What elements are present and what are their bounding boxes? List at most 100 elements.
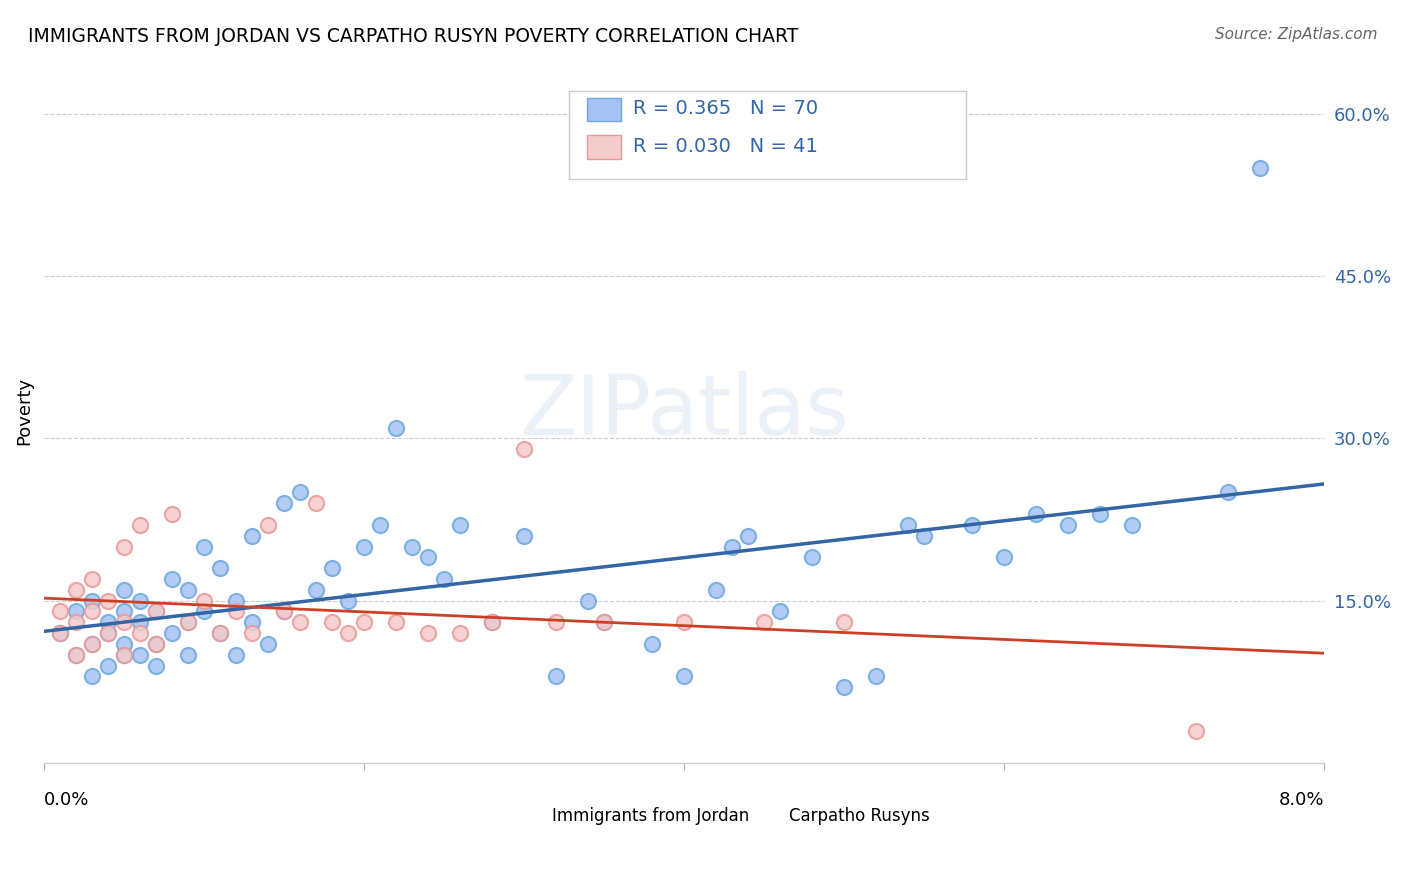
Point: [193, 593, 215, 607]
Point: [177, 582, 200, 597]
Point: [112, 605, 135, 619]
Point: [240, 529, 263, 543]
Point: [273, 605, 295, 619]
Point: [1025, 507, 1047, 521]
FancyBboxPatch shape: [754, 806, 785, 826]
Point: [1218, 485, 1240, 500]
Point: [546, 669, 568, 683]
Point: [704, 582, 727, 597]
Point: [433, 572, 456, 586]
Point: [112, 648, 135, 662]
Point: [546, 615, 568, 630]
Point: [97, 615, 120, 630]
Point: [193, 540, 215, 554]
Point: [112, 648, 135, 662]
Text: R = 0.030   N = 41: R = 0.030 N = 41: [633, 136, 818, 155]
Point: [416, 550, 439, 565]
Point: [769, 605, 792, 619]
Point: [449, 626, 471, 640]
Point: [145, 658, 167, 673]
Point: [97, 593, 120, 607]
Point: [82, 572, 104, 586]
Point: [513, 529, 536, 543]
Point: [209, 561, 232, 575]
Point: [82, 593, 104, 607]
Point: [673, 669, 696, 683]
Point: [1249, 161, 1271, 175]
Point: [481, 615, 503, 630]
Point: [385, 420, 408, 434]
Point: [416, 626, 439, 640]
Point: [752, 615, 775, 630]
Point: [82, 669, 104, 683]
Point: [593, 615, 616, 630]
Point: [129, 626, 152, 640]
Point: [240, 626, 263, 640]
Point: [305, 582, 328, 597]
Point: [160, 572, 183, 586]
Point: [1088, 507, 1111, 521]
Point: [145, 605, 167, 619]
Text: ZIPatlas: ZIPatlas: [519, 371, 849, 451]
Point: [337, 593, 360, 607]
Point: [897, 517, 920, 532]
Point: [273, 605, 295, 619]
Point: [673, 615, 696, 630]
Point: [993, 550, 1015, 565]
Point: [65, 582, 87, 597]
Point: [1185, 723, 1208, 738]
Point: [160, 507, 183, 521]
Text: Source: ZipAtlas.com: Source: ZipAtlas.com: [1215, 27, 1378, 42]
Point: [225, 605, 247, 619]
Point: [129, 648, 152, 662]
Point: [82, 637, 104, 651]
Point: [353, 540, 375, 554]
Point: [129, 517, 152, 532]
Point: [721, 540, 744, 554]
FancyBboxPatch shape: [569, 91, 966, 179]
Point: [209, 626, 232, 640]
Point: [49, 605, 72, 619]
Point: [513, 442, 536, 457]
Point: [832, 615, 855, 630]
Point: [65, 605, 87, 619]
Point: [1057, 517, 1080, 532]
Point: [1121, 517, 1143, 532]
Point: [257, 517, 280, 532]
Point: [960, 517, 983, 532]
Point: [97, 658, 120, 673]
Point: [273, 496, 295, 510]
Point: [112, 637, 135, 651]
Point: [321, 615, 343, 630]
Point: [82, 605, 104, 619]
Y-axis label: Poverty: Poverty: [15, 377, 32, 445]
Point: [65, 615, 87, 630]
Point: [353, 615, 375, 630]
Point: [177, 615, 200, 630]
Point: [225, 648, 247, 662]
Point: [481, 615, 503, 630]
Point: [145, 637, 167, 651]
Point: [49, 626, 72, 640]
Point: [641, 637, 664, 651]
Point: [112, 615, 135, 630]
Point: [401, 540, 423, 554]
Point: [129, 593, 152, 607]
FancyBboxPatch shape: [586, 97, 621, 121]
Point: [737, 529, 759, 543]
Point: [801, 550, 824, 565]
Point: [865, 669, 887, 683]
Point: [288, 485, 311, 500]
Point: [593, 615, 616, 630]
Point: [97, 626, 120, 640]
Point: [65, 648, 87, 662]
Point: [368, 517, 391, 532]
Point: [112, 540, 135, 554]
Text: 0.0%: 0.0%: [44, 791, 90, 809]
Point: [832, 680, 855, 694]
Point: [225, 593, 247, 607]
Text: Immigrants from Jordan: Immigrants from Jordan: [553, 806, 749, 825]
Point: [305, 496, 328, 510]
FancyBboxPatch shape: [516, 806, 547, 826]
Point: [145, 637, 167, 651]
